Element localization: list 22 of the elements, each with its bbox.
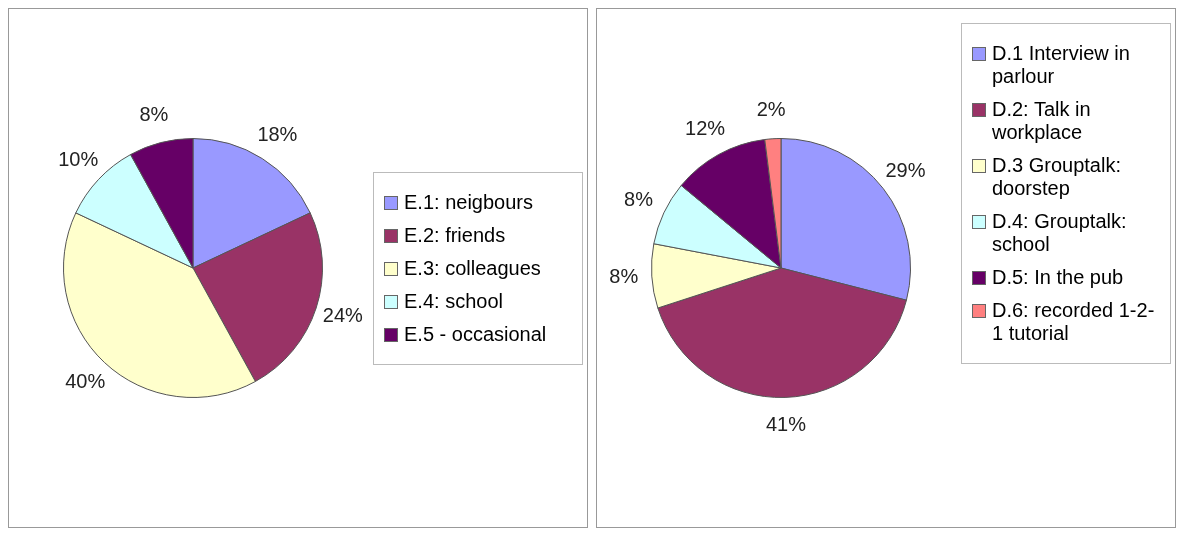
data-label: 41% — [765, 412, 807, 435]
data-label: 40% — [65, 370, 106, 393]
legend-label: D.3 Grouptalk: doorstep — [992, 154, 1122, 200]
legend-label: D.5: In the pub — [992, 266, 1124, 289]
legend-label: D.6: recorded 1-2-1 tutorial — [992, 299, 1156, 345]
data-label: 24% — [322, 304, 364, 327]
legend-label: D.2: Talk in workplace — [992, 98, 1092, 144]
legend-label: E.3: colleagues — [404, 256, 541, 280]
data-label: 12% — [685, 117, 726, 140]
data-label: 10% — [58, 147, 99, 170]
legend-label: E.4: school — [404, 289, 503, 313]
data-label: 8% — [609, 265, 639, 288]
legend-label: D.4: Grouptalk: school — [992, 210, 1128, 256]
data-label: 8% — [624, 188, 654, 211]
legend-label: E.5 - occasional — [404, 322, 547, 346]
legend-label: D.1 Interview in parlour — [992, 42, 1131, 88]
data-label: 18% — [257, 122, 298, 145]
data-label: 2% — [756, 98, 786, 121]
data-label: 8% — [139, 102, 169, 125]
legend-label: E.2: friends — [404, 223, 506, 247]
legend-label: E.1: neigbours — [404, 190, 533, 214]
data-label: 29% — [885, 158, 926, 181]
